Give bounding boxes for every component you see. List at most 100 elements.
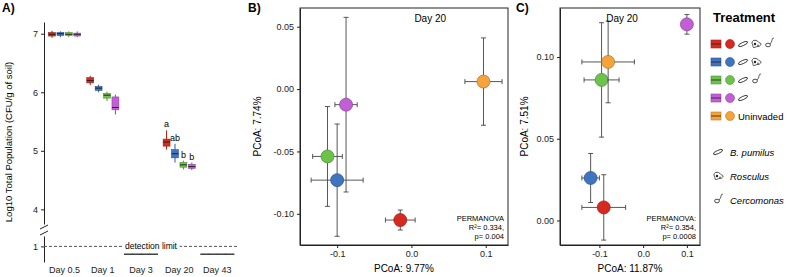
legend-box: [711, 58, 721, 66]
organism-key: Cercomonas: [715, 194, 785, 206]
median: [65, 34, 72, 35]
legend-box: [711, 112, 721, 120]
legend-box: [711, 94, 721, 102]
median: [104, 95, 111, 96]
stats-text: PERMANOVA: [457, 214, 504, 223]
organism-label: Cercomonas: [730, 195, 784, 206]
legend-title: Treatment: [713, 10, 776, 25]
tick-mark: [643, 245, 644, 248]
median: [172, 153, 179, 154]
plot-area: [582, 15, 694, 241]
plot-frame: [300, 8, 508, 245]
legend-box: [711, 76, 721, 84]
tick-label: 0.1: [681, 249, 694, 259]
detection-limit-label: detection limit: [125, 241, 178, 251]
tick-label: -0.1: [330, 249, 346, 259]
tick: 0.0: [406, 245, 419, 259]
tick-label: 0.0: [637, 249, 650, 259]
legend-label: Uninvaded: [738, 111, 783, 122]
tick: Day 1: [91, 262, 115, 275]
legend-box-median: [711, 44, 721, 45]
legend: TreatmentUninvadedB. pumilusRosculusCerc…: [711, 10, 784, 206]
icon-cercomonas-flagellum: [757, 74, 761, 80]
panel-label: C): [516, 1, 529, 15]
axis: 1: [33, 237, 45, 263]
tick: -0.1: [592, 245, 608, 259]
box: [87, 78, 94, 83]
legend-box-median: [711, 62, 721, 63]
icon-b-pumilus: [738, 94, 748, 101]
axis-title: PCoA: 7.51%: [519, 96, 530, 156]
tick-label: 0.05: [276, 22, 294, 32]
icon-cercomonas: [753, 79, 758, 83]
median: [49, 34, 56, 35]
legend-entry: [711, 94, 748, 103]
tick-label: 0.0: [406, 249, 419, 259]
box: [188, 164, 195, 168]
stats-text: R²= 0.334,: [469, 223, 504, 232]
tick-label: Day 20: [165, 265, 194, 275]
tick: 0.05: [276, 22, 300, 32]
tick-label: Day 0.5: [49, 265, 80, 275]
tick-mark: [411, 245, 412, 248]
axis: -0.10.00.1: [301, 245, 509, 259]
icon-b-pumilus: [738, 58, 748, 65]
median: [112, 107, 119, 108]
below-limit-mark: [149, 254, 158, 255]
legend-entry: [711, 74, 761, 85]
icon-cercomonas: [715, 199, 720, 203]
tick: 0.1: [681, 245, 694, 259]
tick: -0.05: [273, 147, 300, 157]
axis-line: [561, 245, 701, 246]
label-background: [123, 241, 180, 251]
axis: 4567: [33, 23, 45, 225]
below-limit-mark: [200, 254, 209, 255]
axis-line: [45, 262, 239, 263]
annotation: Day 20: [606, 13, 638, 24]
tick-mark: [486, 245, 487, 248]
legend-point: [726, 58, 735, 67]
tick-mark: [41, 246, 44, 247]
organism-label: Rosculus: [730, 171, 769, 182]
tick-label: 0.05: [536, 134, 554, 144]
panel-1: B)-0.10.00.1-0.10-0.050.000.05PCoA: 9.77…: [248, 1, 509, 274]
icon-rosculus-dot: [757, 63, 758, 64]
icon-rosculus: [752, 40, 761, 47]
icon-b-pumilus: [713, 148, 723, 155]
tick: 0.00: [276, 84, 300, 94]
tick: 0.10: [536, 52, 560, 62]
tick-label: 1: [33, 242, 38, 252]
below-limit-mark: [141, 254, 150, 255]
group-letter: b: [181, 150, 186, 160]
panel-label: A): [2, 1, 15, 15]
axis-line: [44, 23, 45, 225]
tick-mark: [557, 57, 560, 58]
point: [584, 171, 597, 184]
legend-point: [726, 40, 735, 49]
tick-mark: [41, 151, 44, 152]
tick: 0.05: [536, 134, 560, 144]
below-limit-mark: [132, 254, 141, 255]
tick-mark: [599, 245, 600, 248]
tick-mark: [41, 92, 44, 93]
tick-label: 0.00: [276, 84, 294, 94]
tick-label: -0.10: [273, 209, 294, 219]
organism-key: Rosculus: [714, 171, 769, 182]
annotation: Day 20: [414, 13, 446, 24]
icon-rosculus-nucleus: [754, 43, 756, 45]
icon-b-pumilus: [738, 40, 748, 47]
tick-mark: [297, 214, 300, 215]
tick-label: Day 1: [91, 265, 115, 275]
icon-cercomonas-flagellum: [719, 194, 723, 200]
chart-svg: A)Log10 Total Population (CFU/g of soil)…: [0, 0, 789, 277]
icon-rosculus-nucleus: [716, 175, 718, 177]
axis: -0.1 0.0 0.1: [561, 245, 701, 259]
icon-rosculus-nucleus: [754, 61, 756, 63]
tick: -0.10: [273, 209, 300, 219]
tick: Day 43: [203, 262, 232, 275]
stats-text: PERMANOVA:: [647, 214, 696, 223]
tick: 5: [33, 146, 44, 156]
box: [104, 93, 111, 98]
stats-text: R²= 0.354,: [661, 223, 696, 232]
median: [87, 80, 94, 81]
